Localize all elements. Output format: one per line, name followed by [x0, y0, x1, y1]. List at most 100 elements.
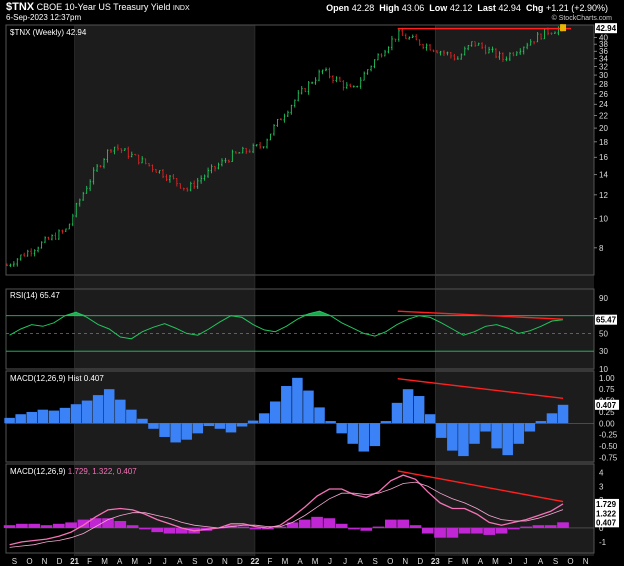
ppo-y-tick-label: 3 [599, 482, 604, 491]
ppo-hist-bar [520, 526, 532, 528]
x-tick-label: A [357, 557, 363, 566]
ppo-hist-bar [286, 522, 299, 528]
macd-hist-bar [369, 423, 381, 447]
ppo-hist-bar [3, 525, 16, 528]
price-y-tick-label: 22 [599, 112, 608, 121]
x-tick-label: F [87, 557, 92, 566]
macd-last-value: 0.407 [596, 401, 617, 410]
ppo-hist-bar [65, 522, 77, 528]
ticker-symbol: $TNX [6, 1, 35, 13]
ppo-hist-bar [544, 525, 557, 528]
rsi-y-tick-label: 90 [599, 294, 608, 303]
price-y-tick-label: 18 [599, 138, 608, 147]
x-tick-label: D [237, 557, 243, 566]
rsi-last-box [595, 314, 617, 325]
exchange-label: INDX [172, 5, 190, 12]
x-tick-label: M [312, 557, 319, 566]
ppo-hist-bar [360, 527, 373, 531]
ppo-hist-bar [77, 519, 90, 528]
x-tick-label: M [101, 557, 108, 566]
security-name: CBOE 10-Year US Treasury Yield [36, 2, 171, 12]
x-tick-label: A [478, 557, 484, 566]
rsi-y-tick-label: 50 [599, 329, 608, 338]
x-tick-label: S [553, 557, 558, 566]
watermark: © StockCharts.com [551, 15, 612, 22]
x-tick-label: M [462, 557, 469, 566]
ppo-hist-bar [434, 527, 446, 538]
x-tick-label: J [343, 557, 347, 566]
chart-title: $TNX CBOE 10-Year US Treasury Yield INDX [6, 1, 190, 13]
rsi-divergence-line [397, 310, 564, 320]
macd-hist-bar [391, 402, 403, 424]
ppo-divergence-line [397, 470, 564, 503]
x-tick-label: N [583, 557, 589, 566]
x-tick-label: F [448, 557, 453, 566]
ppo-last-box [595, 508, 619, 519]
ppo-hist-bar [52, 523, 65, 528]
low-value: 42.12 [449, 3, 473, 13]
x-tick-label: M [282, 557, 289, 566]
ppo-hist-bar [348, 527, 360, 530]
rsi-legend: RSI(14) 65.47 [10, 291, 60, 300]
macd-hist-bar [402, 389, 414, 424]
macd-hist-bar [148, 423, 159, 429]
ppo-hist-bar [89, 518, 102, 528]
x-tick-label: A [297, 557, 303, 566]
macd-hist-bar [292, 377, 303, 424]
macd-hist-bar [502, 423, 513, 456]
macd-hist-bar [203, 423, 215, 427]
x-tick-label: J [163, 557, 167, 566]
ppo-hist-bar [274, 526, 287, 528]
macd-hist-bar [70, 404, 82, 424]
price-y-tick-label: 26 [599, 90, 608, 99]
x-tick-label: A [538, 557, 544, 566]
price-y-tick-label: 12 [599, 191, 608, 200]
ppo-hist-bar [508, 527, 520, 530]
x-tick-label: J [328, 557, 332, 566]
ppo-hist-bar [335, 523, 348, 528]
macd-hist-bar [480, 423, 491, 432]
macd-hist-bar [37, 409, 49, 424]
macd-hist-bar [424, 414, 436, 424]
macd-hist-bar [137, 418, 148, 424]
ppo-hist-bar [483, 527, 496, 535]
chg-value: +1.21 (+2.90%) [545, 3, 608, 13]
open-value: 42.28 [351, 3, 375, 13]
ppo-hist-bar [262, 527, 274, 530]
x-tick-label: 22 [250, 557, 259, 566]
high-value: 43.06 [401, 3, 425, 13]
macd-hist-bar [159, 423, 170, 437]
ppo-hist-bar [495, 527, 508, 534]
x-tick-label: M [492, 557, 499, 566]
macd-hist-bar [413, 396, 425, 424]
macd-hist-bar [325, 421, 336, 424]
ppo-last-value: 1.322 [596, 510, 617, 519]
price-y-tick-label: 20 [599, 124, 608, 133]
x-tick-label: A [117, 557, 123, 566]
macd-hist-bar [535, 421, 547, 424]
ppo-hist-bar [163, 527, 176, 534]
macd-hist-bar [336, 423, 347, 434]
macd-hist-bar [436, 423, 447, 438]
ppo-legend: MACD(12,26,9) 1.729, 1.322, 0.407 [10, 467, 137, 476]
macd-hist-bar [225, 423, 237, 433]
last-bar-marker [560, 24, 567, 32]
ppo-hist-bar [249, 527, 262, 530]
price-last-value: 42.94 [596, 24, 617, 33]
ppo-hist-bar [237, 526, 250, 528]
ppo-hist-bar [311, 516, 323, 528]
year-shade-1 [435, 25, 594, 556]
ppo-last-value: 1.729 [596, 500, 617, 509]
ppo-hist-bar [126, 525, 139, 528]
x-tick-label: D [417, 557, 423, 566]
ppo-last-box [595, 517, 619, 528]
macd-y-tick-label: -0.25 [599, 431, 618, 440]
ppo-hist-bar [323, 518, 336, 528]
macd-hist-bar [469, 423, 480, 444]
ppo-hist-bar [114, 521, 127, 528]
x-tick-label: F [267, 557, 272, 566]
macd-hist-bar [236, 423, 248, 427]
macd-hist-bar [546, 413, 558, 424]
rsi-last-value: 65.47 [596, 316, 617, 325]
low-label: Low [429, 3, 448, 13]
